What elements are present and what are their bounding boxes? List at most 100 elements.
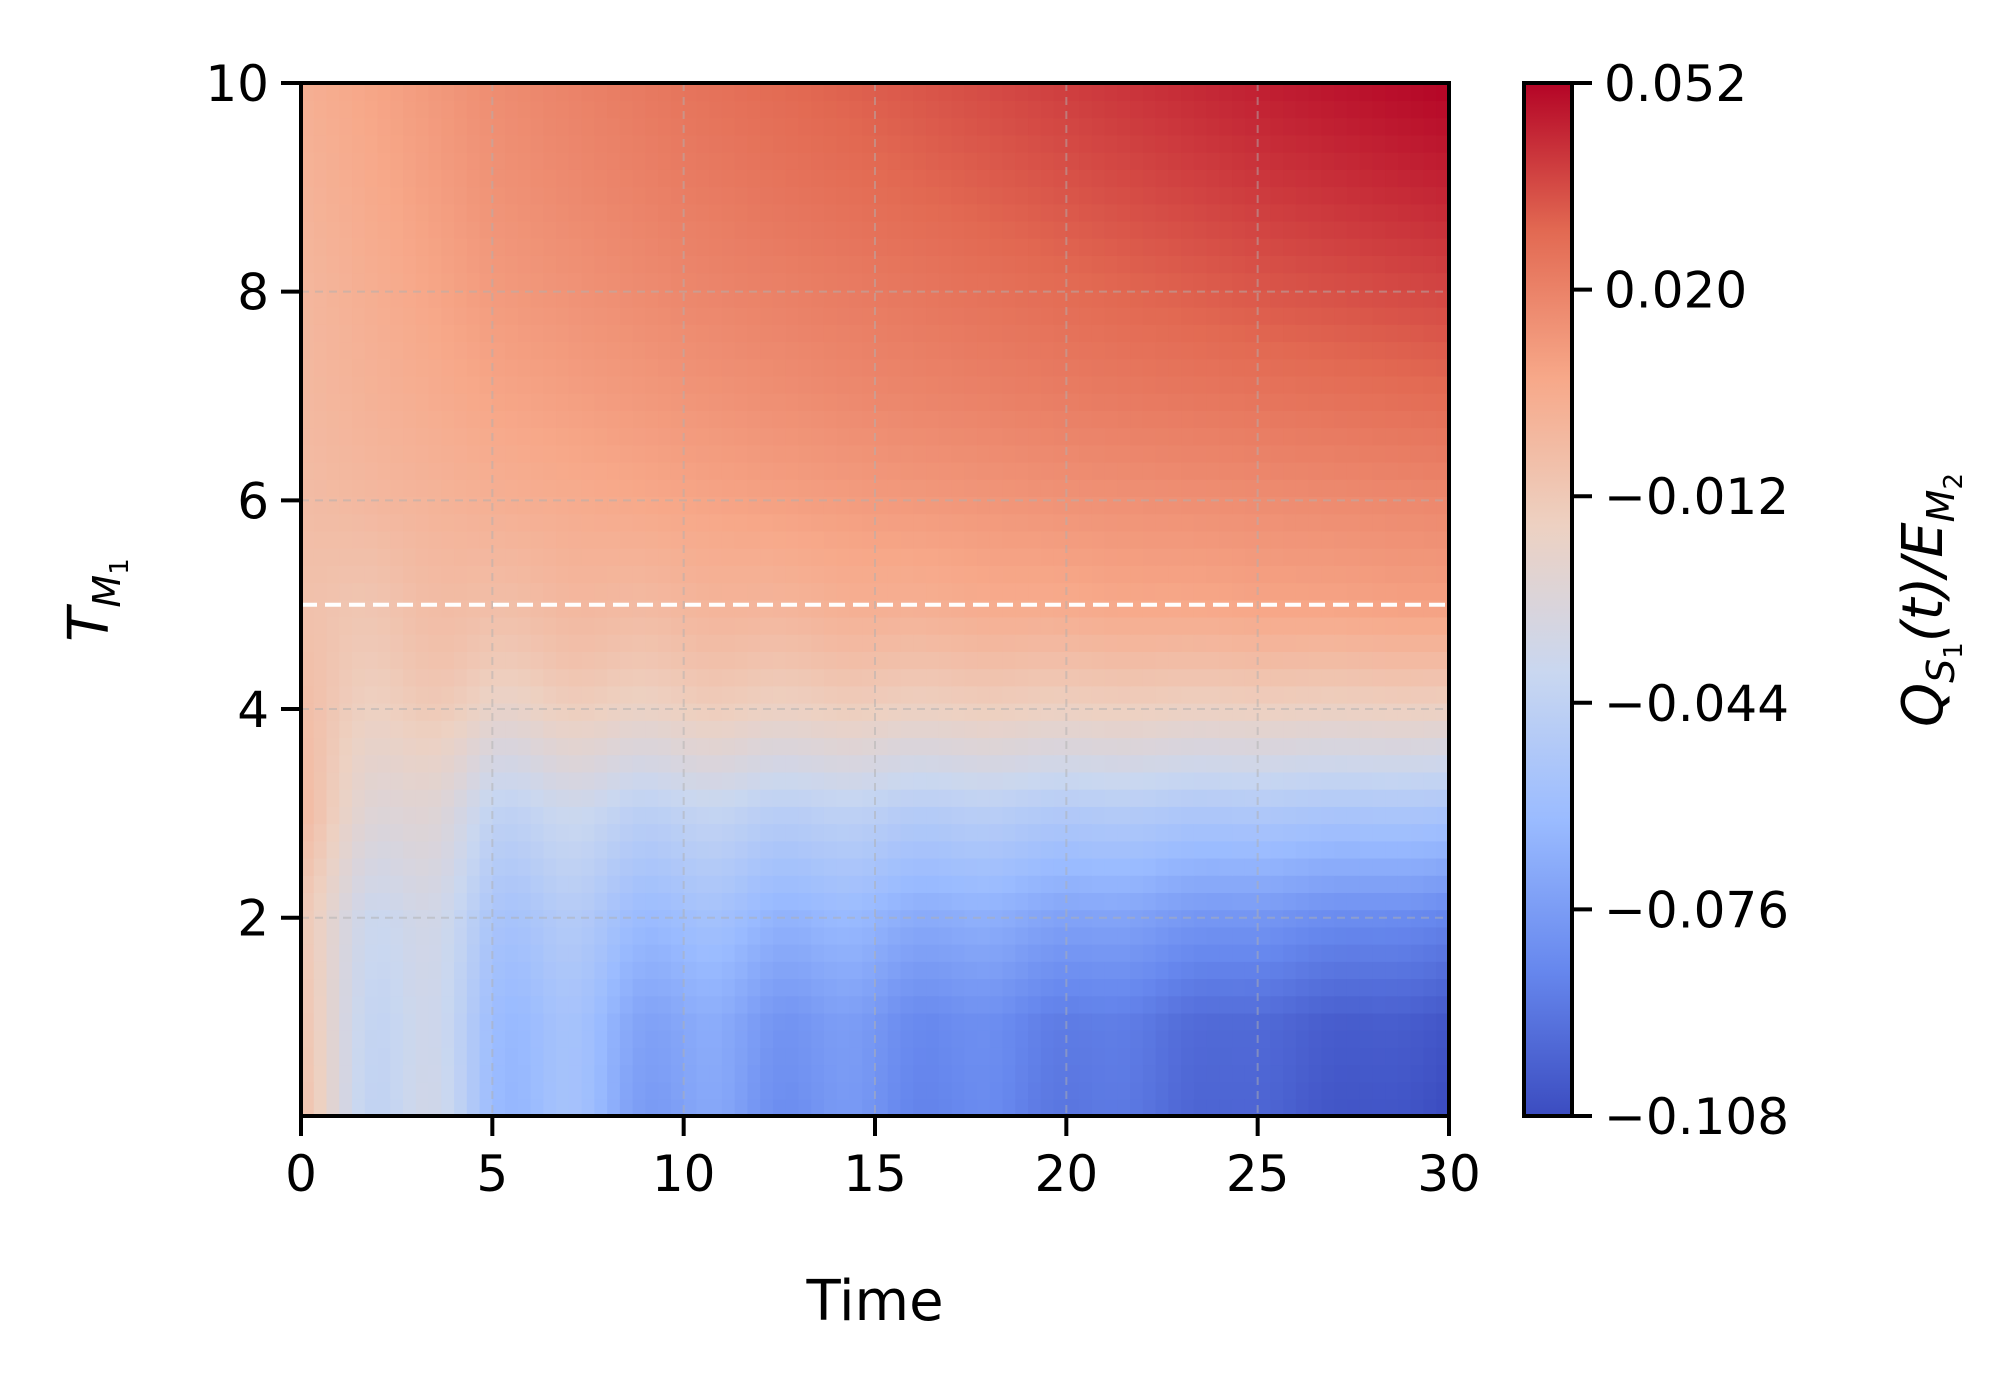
heatmap-cell xyxy=(313,324,328,343)
heatmap-cell xyxy=(377,995,392,1014)
heatmap-cell xyxy=(900,220,915,239)
heatmap-cell xyxy=(926,616,940,635)
heatmap-cell xyxy=(658,754,672,773)
heatmap-cell xyxy=(823,1012,838,1031)
heatmap-cell xyxy=(1193,720,1208,739)
heatmap-cell xyxy=(619,754,634,773)
heatmap-cell xyxy=(785,892,800,911)
heatmap-cell xyxy=(887,633,902,652)
heatmap-cell xyxy=(1334,633,1348,652)
heatmap-cell xyxy=(377,151,392,170)
heatmap-cell xyxy=(1397,978,1412,997)
heatmap-cell xyxy=(1130,410,1144,429)
heatmap-cell xyxy=(1181,995,1195,1014)
heatmap-cell xyxy=(530,874,545,893)
heatmap-cell xyxy=(1091,565,1106,584)
heatmap-cell xyxy=(301,513,315,532)
heatmap-cell xyxy=(977,806,991,825)
heatmap-cell xyxy=(658,186,672,205)
heatmap-cell xyxy=(1142,341,1157,360)
heatmap-cell xyxy=(734,961,749,980)
heatmap-cell xyxy=(428,874,443,893)
heatmap-cell xyxy=(913,478,927,497)
heatmap-cell xyxy=(543,547,557,566)
heatmap-cell xyxy=(556,909,570,928)
heatmap-cell xyxy=(1423,237,1438,256)
heatmap-cell xyxy=(326,651,341,670)
heatmap-cell xyxy=(313,169,328,188)
heatmap-cell xyxy=(530,341,545,360)
heatmap-cell xyxy=(734,978,749,997)
heatmap-cell xyxy=(900,272,915,291)
heatmap-cell xyxy=(479,392,494,411)
heatmap-cell xyxy=(760,237,774,256)
heatmap-cell xyxy=(734,237,749,256)
heatmap-cell xyxy=(594,513,608,532)
heatmap-cell xyxy=(875,961,889,980)
heatmap-cell xyxy=(594,702,608,721)
heatmap-cell xyxy=(428,1012,443,1031)
heatmap-cell xyxy=(1270,220,1284,239)
heatmap-cell xyxy=(875,616,889,635)
heatmap-cell xyxy=(989,1047,1004,1066)
heatmap-cell xyxy=(1372,186,1387,205)
heatmap-cell xyxy=(619,1098,634,1116)
heatmap-cell xyxy=(1091,289,1106,308)
heatmap-cell xyxy=(747,1012,761,1031)
heatmap-cell xyxy=(1155,444,1170,463)
heatmap-cell xyxy=(875,995,889,1014)
heatmap-cell xyxy=(1397,565,1412,584)
heatmap-cell xyxy=(1219,978,1233,997)
heatmap-cell xyxy=(913,754,927,773)
heatmap-cell xyxy=(1283,461,1297,480)
heatmap-cell xyxy=(454,478,468,497)
heatmap-cell xyxy=(619,857,634,876)
heatmap-cell xyxy=(1359,375,1374,394)
heatmap-cell xyxy=(492,720,506,739)
heatmap-cell xyxy=(568,961,583,980)
heatmap-cell xyxy=(619,788,634,807)
heatmap-cell xyxy=(1270,651,1284,670)
heatmap-cell xyxy=(913,737,927,756)
heatmap-cell xyxy=(632,324,647,343)
heatmap-cell xyxy=(887,754,902,773)
heatmap-cell xyxy=(505,203,519,222)
heatmap-cell xyxy=(926,272,940,291)
heatmap-cell xyxy=(1372,547,1387,566)
heatmap-cell xyxy=(1346,513,1361,532)
heatmap-cell xyxy=(505,754,519,773)
heatmap-cell xyxy=(645,220,659,239)
heatmap-cell xyxy=(454,547,468,566)
heatmap-cell xyxy=(887,702,902,721)
heatmap-cell xyxy=(836,169,851,188)
heatmap-cell xyxy=(1334,444,1348,463)
heatmap-cell xyxy=(1397,1012,1412,1031)
heatmap-cell xyxy=(301,496,315,515)
heatmap-cell xyxy=(594,151,608,170)
heatmap-cell xyxy=(926,547,940,566)
heatmap-cell xyxy=(887,995,902,1014)
heatmap-cell xyxy=(747,324,761,343)
heatmap-cell xyxy=(326,255,341,274)
heatmap-cell xyxy=(1410,289,1425,308)
heatmap-cell xyxy=(326,737,341,756)
heatmap-cell xyxy=(313,685,328,704)
heatmap-cell xyxy=(1104,685,1119,704)
heatmap-cell xyxy=(1423,289,1438,308)
heatmap-cell xyxy=(339,427,353,446)
heatmap-cell xyxy=(900,289,915,308)
heatmap-cell xyxy=(1423,565,1438,584)
heatmap-cell xyxy=(772,961,787,980)
heatmap-cell xyxy=(1295,513,1310,532)
heatmap-cell xyxy=(734,720,749,739)
heatmap-cell xyxy=(1295,530,1310,549)
heatmap-cell xyxy=(1091,737,1106,756)
heatmap-cell xyxy=(875,547,889,566)
heatmap-cell xyxy=(811,633,825,652)
heatmap-cell xyxy=(798,720,813,739)
heatmap-cell xyxy=(326,943,341,962)
heatmap-cell xyxy=(1040,496,1055,515)
heatmap-cell xyxy=(670,324,685,343)
heatmap-cell xyxy=(492,892,506,911)
heatmap-cell xyxy=(1308,203,1323,222)
